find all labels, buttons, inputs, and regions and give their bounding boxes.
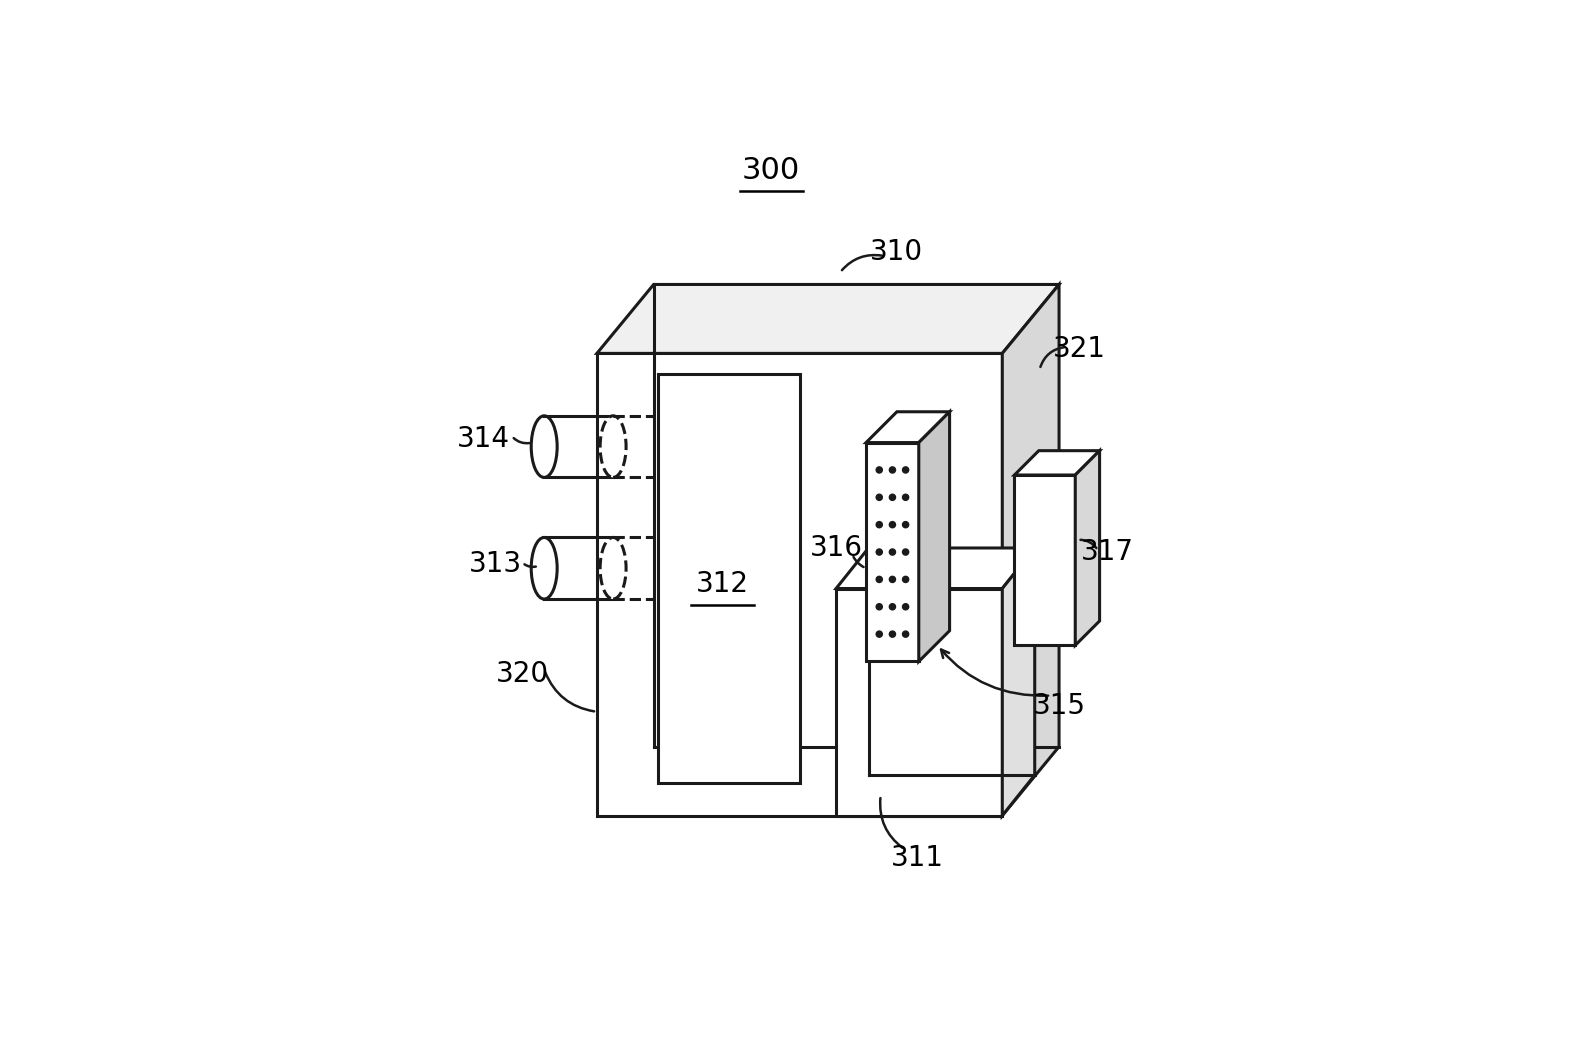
Circle shape	[903, 631, 909, 637]
Polygon shape	[597, 284, 1059, 354]
Bar	[867, 442, 919, 661]
Polygon shape	[1015, 451, 1100, 475]
Circle shape	[876, 494, 883, 500]
Bar	[1015, 475, 1075, 645]
Circle shape	[903, 549, 909, 555]
Text: 300: 300	[742, 157, 801, 185]
Ellipse shape	[531, 537, 558, 599]
Polygon shape	[867, 412, 950, 442]
Text: 321: 321	[1053, 335, 1106, 363]
Circle shape	[876, 576, 883, 582]
Text: 317: 317	[1081, 538, 1135, 567]
Circle shape	[889, 603, 895, 610]
Circle shape	[889, 494, 895, 500]
Polygon shape	[1075, 451, 1100, 645]
Circle shape	[889, 466, 895, 473]
Circle shape	[889, 549, 895, 555]
Text: 311: 311	[890, 843, 944, 872]
Circle shape	[903, 603, 909, 610]
Ellipse shape	[531, 416, 558, 477]
Bar	[837, 589, 1002, 815]
Circle shape	[903, 576, 909, 582]
Bar	[597, 354, 1002, 815]
Text: 312: 312	[697, 571, 749, 598]
Circle shape	[876, 466, 883, 473]
Circle shape	[876, 631, 883, 637]
Circle shape	[876, 549, 883, 555]
Ellipse shape	[600, 416, 626, 477]
Circle shape	[889, 576, 895, 582]
Text: 320: 320	[496, 659, 548, 688]
Circle shape	[876, 603, 883, 610]
Ellipse shape	[600, 537, 626, 599]
Circle shape	[876, 521, 883, 528]
Polygon shape	[837, 548, 1035, 589]
Text: 313: 313	[470, 551, 522, 578]
Polygon shape	[1002, 548, 1035, 815]
Text: 314: 314	[457, 424, 511, 453]
Polygon shape	[1002, 284, 1059, 815]
Text: 310: 310	[870, 238, 924, 266]
Text: 315: 315	[1032, 692, 1086, 720]
Circle shape	[903, 521, 909, 528]
Bar	[657, 374, 799, 783]
Circle shape	[889, 521, 895, 528]
Polygon shape	[919, 412, 950, 661]
Text: 316: 316	[810, 534, 862, 562]
Circle shape	[903, 494, 909, 500]
Circle shape	[903, 466, 909, 473]
Circle shape	[889, 631, 895, 637]
